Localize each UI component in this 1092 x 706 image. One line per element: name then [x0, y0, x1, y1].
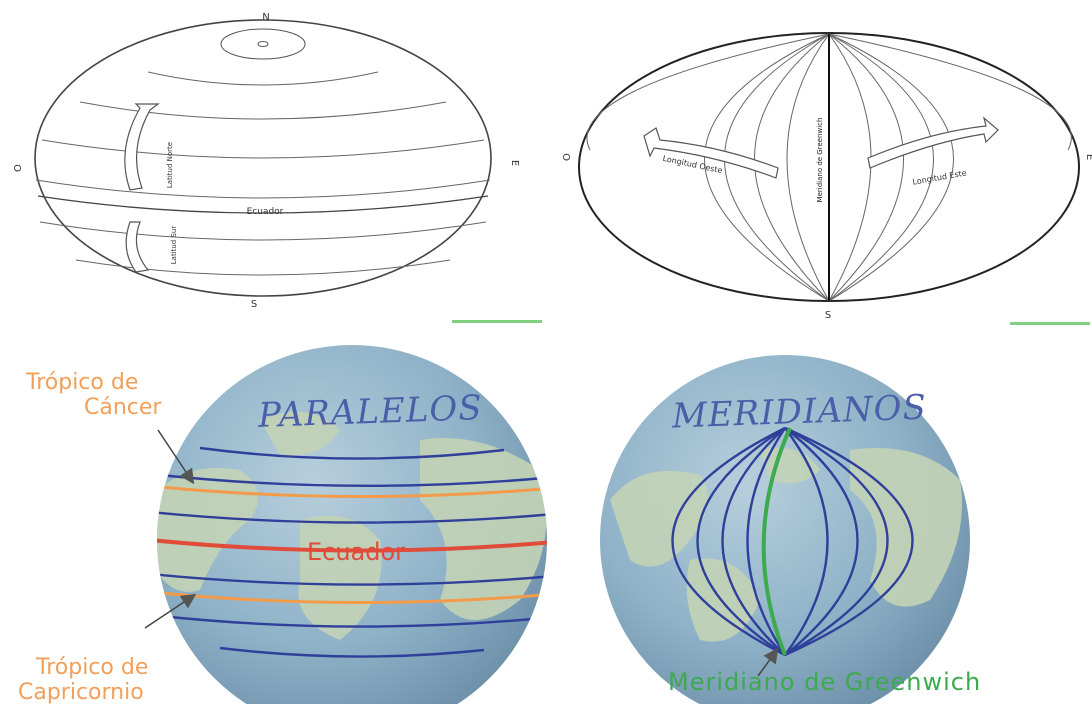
south-arrow: [125, 221, 150, 273]
meridian-line: [786, 33, 830, 302]
pole-ring-inner: [257, 41, 269, 47]
parallel-line: [199, 446, 505, 460]
equator-label: Ecuador: [247, 207, 284, 217]
west-label: O: [11, 164, 22, 172]
equator-line: [157, 538, 547, 553]
east-label: E: [1084, 154, 1092, 160]
paralelos-globe: [144, 345, 547, 704]
paralelos-title: PARALELOS: [257, 388, 484, 436]
greenwich-meridian-label: Meridiano de Greenwich: [668, 668, 982, 696]
meridian-line: [828, 33, 954, 302]
meridian-line: [784, 426, 889, 657]
meridian-line: [671, 426, 786, 657]
equator-label: Ecuador: [307, 538, 405, 566]
greenwich-meridian-line: [761, 427, 792, 656]
meridian-line: [828, 33, 904, 302]
east-arrow: [867, 116, 999, 169]
meridian-line: [754, 33, 830, 302]
east-label: E: [509, 160, 520, 166]
meridian-line: [721, 427, 786, 656]
tropic-capricorn-label-line2: Capricornio: [18, 680, 144, 705]
parallel-line: [159, 614, 545, 628]
watermark-mark: [452, 320, 542, 323]
west-arrow: [643, 127, 779, 179]
parallel-line: [147, 71, 379, 86]
tropic-cancer-label-line2: Cáncer: [84, 395, 162, 420]
north-arrow: [124, 103, 160, 191]
meridian-line: [586, 33, 830, 151]
land-mass: [850, 448, 962, 607]
latitude-north-label: Latitud Norte: [166, 142, 174, 188]
top-left-globe: [34, 19, 492, 297]
south-label: S: [825, 310, 831, 321]
parallel-line: [41, 139, 485, 159]
meridian-line: [746, 427, 787, 656]
meridian-line: [696, 426, 786, 657]
greenwich-pointer: [757, 647, 779, 677]
parallel-line: [219, 646, 485, 658]
greenwich-label: Meridiano de Greenwich: [816, 118, 824, 203]
tropic-cancer-line: [157, 484, 547, 499]
tropic-capricorn-label-line1: Trópico de: [36, 655, 149, 680]
watermark-mark: [1010, 322, 1090, 325]
parallel-line: [79, 101, 447, 120]
land-mass: [260, 412, 340, 456]
south-label: S: [251, 299, 257, 310]
parallel-line: [75, 259, 451, 276]
meridian-line: [704, 33, 830, 302]
north-label: N: [262, 12, 269, 23]
tropic-cancer-label-line1: Trópico de: [26, 370, 139, 395]
parallel-line: [39, 221, 487, 241]
meridianos-globe: [600, 355, 970, 704]
parallel-line: [35, 179, 491, 199]
capricorn-pointer: [144, 593, 197, 629]
land-mass: [298, 515, 382, 640]
land-mass: [610, 470, 708, 567]
parallel-line: [157, 510, 547, 524]
top-right-globe: [578, 32, 1080, 302]
meridian-line: [828, 33, 1072, 151]
meridian-line: [784, 427, 829, 656]
west-label: O: [560, 153, 571, 161]
meridian-line: [828, 33, 934, 302]
parallel-line: [157, 572, 547, 586]
pole-ring-outer: [220, 28, 306, 60]
land-mass: [157, 468, 258, 592]
meridian-line: [784, 427, 859, 656]
latitude-south-label: Latitud Sur: [170, 226, 178, 265]
cancer-pointer: [157, 429, 195, 485]
equator-line: [37, 195, 489, 214]
tropic-capricorn-line: [157, 590, 547, 605]
meridian-line: [784, 426, 914, 657]
parallel-line: [159, 473, 545, 488]
